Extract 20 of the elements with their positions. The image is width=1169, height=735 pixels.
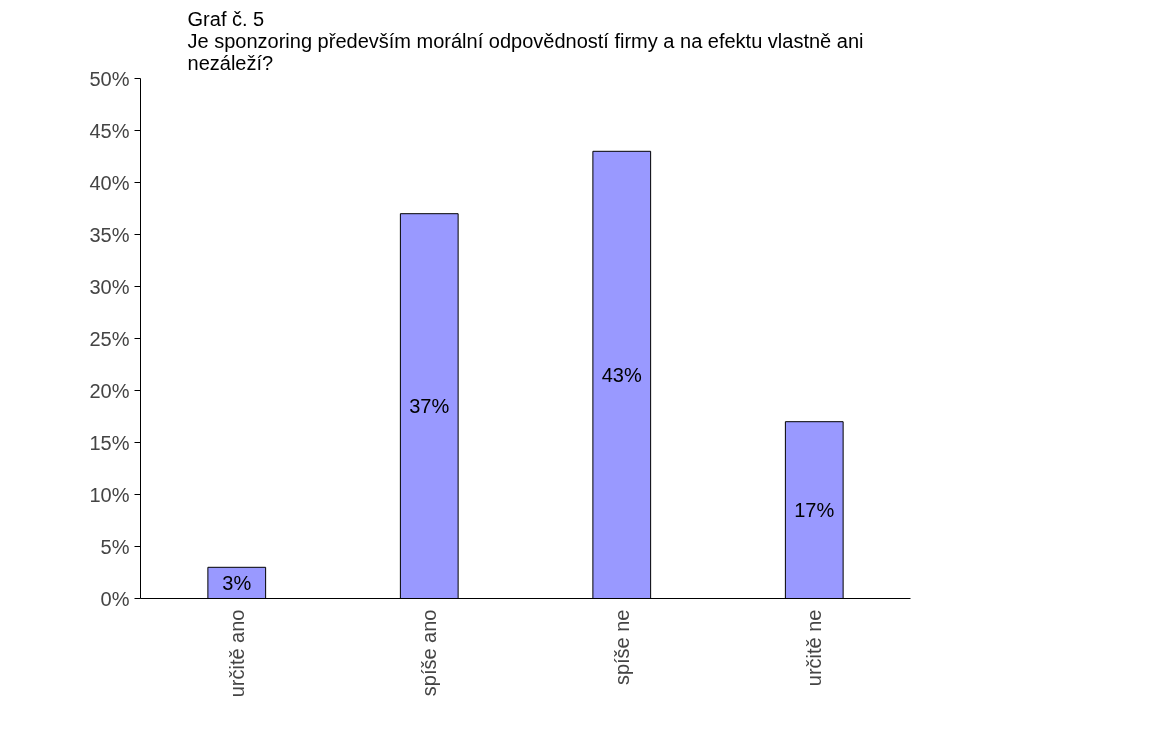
y-tick-label: 20% bbox=[89, 379, 130, 402]
y-tick-label: 5% bbox=[100, 535, 130, 558]
y-tick-label: 50% bbox=[89, 67, 130, 90]
x-tick-label: spíše ano bbox=[418, 609, 441, 697]
y-tick-label: 15% bbox=[89, 431, 130, 454]
y-tick-label: 45% bbox=[89, 119, 130, 142]
x-tick-label: určitě ne bbox=[803, 609, 826, 687]
data-label: 3% bbox=[222, 571, 252, 594]
data-label: 43% bbox=[601, 363, 642, 386]
y-tick-label: 30% bbox=[89, 275, 130, 298]
x-tick-label: spíše ne bbox=[610, 609, 633, 686]
y-tick-label: 35% bbox=[89, 223, 130, 246]
y-tick-label: 25% bbox=[89, 327, 130, 350]
data-label: 17% bbox=[794, 499, 835, 522]
y-tick-label: 0% bbox=[100, 587, 130, 610]
data-label: 37% bbox=[409, 395, 450, 418]
y-tick-label: 40% bbox=[89, 171, 130, 194]
x-tick-label: určitě ano bbox=[225, 609, 248, 698]
chart-title: Graf č. 5 Je sponzoring především morální odpovědností firmy a na efektu vlastně ani nezáleží? bbox=[187, 7, 864, 74]
y-tick-label: 10% bbox=[89, 483, 130, 506]
